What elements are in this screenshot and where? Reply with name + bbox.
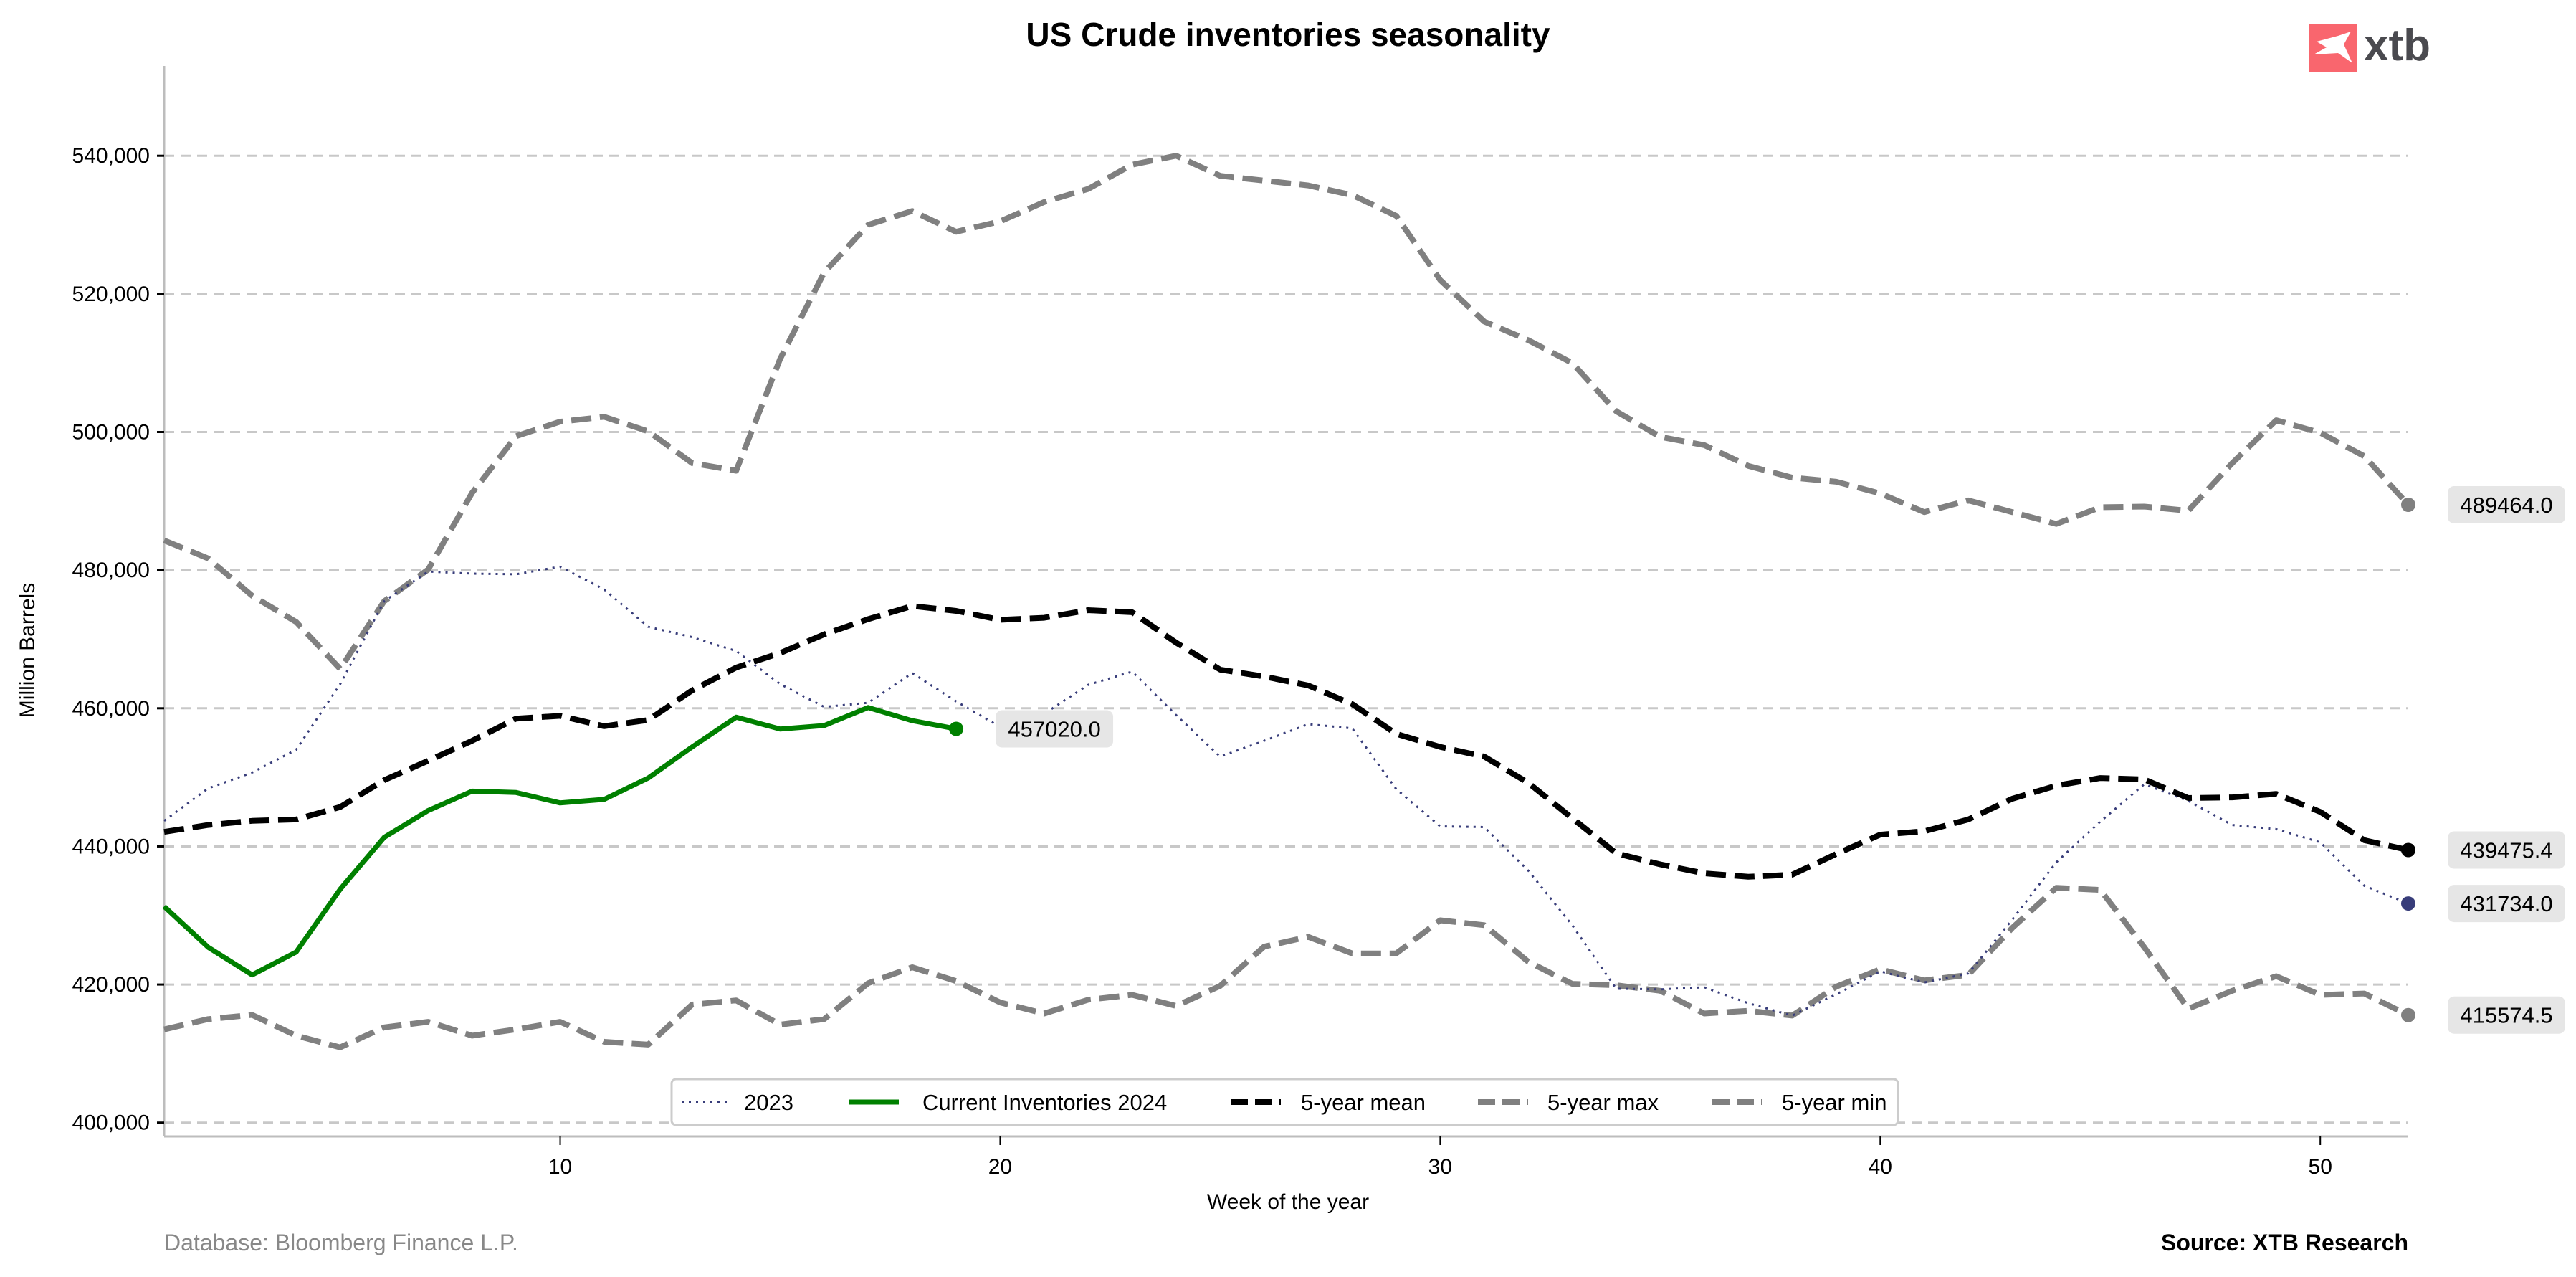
end-marker (2401, 896, 2415, 911)
end-label-text: 457020.0 (1008, 717, 1100, 742)
legend-item: 5-year max (1478, 1090, 1659, 1115)
logo-text: xtb (2364, 21, 2430, 70)
x-tick-label: 40 (1869, 1155, 1892, 1179)
end-value-label: 457020.0 (996, 710, 1114, 748)
x-tick-label: 50 (2309, 1155, 2332, 1179)
legend-item: 5-year mean (1231, 1090, 1426, 1115)
legend-label: 5-year max (1547, 1090, 1659, 1115)
end-value-label: 489464.0 (2448, 485, 2565, 523)
end-marker (2401, 497, 2415, 512)
legend-item: 5-year min (1712, 1090, 1886, 1115)
y-axis-label: Million Barrels (16, 583, 39, 718)
end-marker (949, 721, 964, 736)
end-label-box (2448, 885, 2565, 923)
end-label-text: 439475.4 (2460, 837, 2552, 863)
y-tick-label: 540,000 (72, 144, 150, 168)
y-tick-label: 500,000 (72, 421, 150, 445)
legend-box (670, 1078, 1899, 1126)
series-line-current-inventories-2024 (162, 705, 957, 978)
series-line-5-year-max (163, 153, 2410, 672)
legend-item: 2023 (682, 1090, 793, 1115)
end-label-text: 431734.0 (2460, 891, 2552, 916)
y-axis-ticks: 400,000 420,000 440,000 460,000 480,000 500,0… (72, 144, 164, 1135)
legend: 2023 Current Inventories 2024 5-year mean 5… (670, 1078, 1899, 1126)
database-note: Database: Bloomberg Finance L.P. (164, 1230, 518, 1255)
series-line-5-year-min (163, 885, 2410, 1050)
y-tick-label: 460,000 (72, 697, 150, 721)
y-tick-label: 480,000 (72, 559, 150, 582)
end-value-label: 431734.0 (2448, 885, 2565, 923)
x-tick-label: 20 (988, 1155, 1012, 1179)
legend-label: 5-year mean (1301, 1090, 1426, 1115)
x-axis-label: Week of the year (1207, 1190, 1369, 1214)
end-label-box (2448, 485, 2565, 523)
legend-label: 5-year min (1782, 1090, 1886, 1115)
y-tick-label: 420,000 (72, 973, 150, 997)
series-line-5-year-mean (163, 603, 2409, 880)
gridlines (164, 154, 2408, 1124)
source-note: Source: XTB Research (2161, 1230, 2408, 1255)
chart-title: US Crude inventories seasonality (1026, 16, 1550, 53)
end-label-box (996, 710, 1114, 748)
x-axis-ticks: 10 20 30 40 50 (548, 1136, 2332, 1179)
x-tick-label: 30 (1428, 1155, 1452, 1179)
end-label-text: 415574.5 (2460, 1003, 2552, 1028)
xtb-x-mark-glyph-icon (2314, 32, 2352, 63)
end-label-box (2448, 831, 2565, 869)
end-value-label: 439475.4 (2448, 831, 2565, 869)
end-label-text: 489464.0 (2460, 493, 2552, 518)
end-marker (2401, 842, 2415, 858)
y-tick-label: 400,000 (72, 1111, 150, 1135)
end-markers (949, 497, 2415, 1022)
end-value-labels: 457020.0 489464.0 439475.4 431734.0 415574.5 (996, 485, 2565, 1034)
y-tick-label: 520,000 (72, 283, 150, 306)
end-label-box (2448, 996, 2565, 1034)
end-value-label: 415574.5 (2448, 996, 2565, 1034)
x-tick-label: 10 (548, 1155, 572, 1179)
xtb-logo: xtb (2309, 21, 2430, 72)
series-lines (162, 153, 2410, 1050)
axes (163, 66, 2408, 1138)
legend-item: Current Inventories 2024 (849, 1090, 1167, 1115)
legend-label: Current Inventories 2024 (922, 1090, 1167, 1115)
legend-label: 2023 (744, 1090, 793, 1115)
end-marker (2401, 1007, 2415, 1022)
y-tick-label: 440,000 (72, 835, 150, 858)
